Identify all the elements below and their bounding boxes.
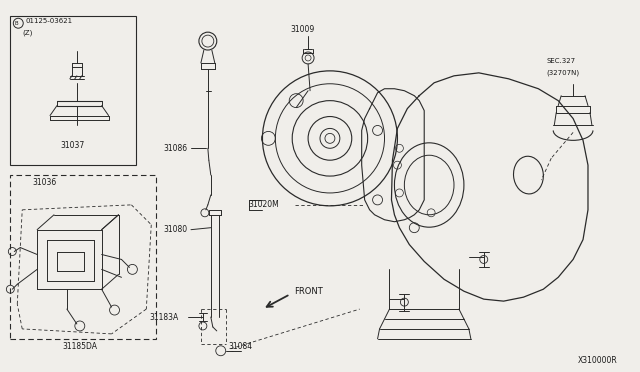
Text: 31086: 31086 <box>163 144 188 153</box>
Text: FRONT: FRONT <box>294 287 323 296</box>
Text: 31009: 31009 <box>290 25 314 34</box>
Text: 31183A: 31183A <box>149 312 179 321</box>
Text: 31036: 31036 <box>32 177 56 186</box>
Text: 31084: 31084 <box>228 342 253 351</box>
Text: SEC.327: SEC.327 <box>547 58 575 64</box>
Text: (Z): (Z) <box>22 30 33 36</box>
Text: 31080: 31080 <box>163 225 188 234</box>
Text: B: B <box>15 21 18 26</box>
Bar <box>10 16 136 165</box>
Text: X310000R: X310000R <box>578 356 618 365</box>
Text: 31037: 31037 <box>60 141 84 150</box>
Text: 31020M: 31020M <box>248 201 279 209</box>
Bar <box>10 175 156 339</box>
Text: 31185DA: 31185DA <box>62 342 97 351</box>
Text: 01125-03621: 01125-03621 <box>25 18 72 24</box>
Text: (32707N): (32707N) <box>547 70 579 76</box>
